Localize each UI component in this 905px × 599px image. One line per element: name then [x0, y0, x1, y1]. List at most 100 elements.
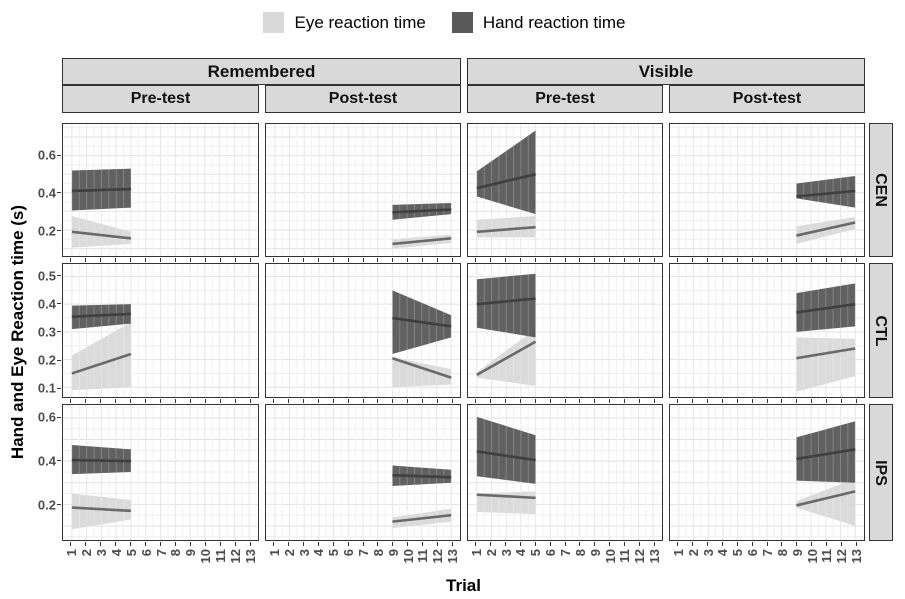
x-tick-mark — [303, 542, 305, 546]
x-tick-mark — [85, 542, 87, 546]
x-tick-mark — [332, 542, 334, 546]
x-tick-mark — [534, 258, 536, 262]
panel-ctl-visible-pre-test — [467, 263, 663, 398]
x-tick-label: 8 — [572, 549, 588, 557]
x-tick-mark — [505, 258, 507, 262]
x-tick-mark — [609, 258, 611, 262]
x-tick-mark — [564, 542, 566, 546]
x-tick-label: 11 — [819, 549, 835, 563]
x-tick-mark — [564, 258, 566, 262]
x-tick-mark — [677, 542, 679, 546]
y-tick-label: 0.2 — [37, 497, 56, 513]
x-tick-label: 5 — [123, 549, 139, 557]
x-tick-mark — [189, 542, 191, 546]
x-tick-label: 6 — [543, 549, 559, 557]
y-tick-mark — [57, 303, 61, 305]
x-tick-label: 5 — [528, 549, 544, 557]
x-tick-label: 4 — [513, 549, 529, 557]
x-tick-label: 8 — [168, 549, 184, 557]
x-tick-label: 8 — [370, 549, 386, 557]
y-tick-label: 0.2 — [37, 223, 56, 239]
x-tick-label: 7 — [153, 549, 169, 557]
x-tick-mark — [145, 542, 147, 546]
x-tick-mark — [811, 258, 813, 262]
x-tick-mark — [249, 542, 251, 546]
x-tick-mark — [721, 258, 723, 262]
y-tick-mark — [57, 504, 61, 506]
x-tick-mark — [130, 542, 132, 546]
x-tick-mark — [623, 258, 625, 262]
facet-strip-remembered: Remembered — [62, 58, 461, 85]
x-tick-mark — [796, 399, 798, 403]
y-tick-mark — [57, 416, 61, 418]
x-tick-label: 6 — [138, 549, 154, 557]
x-tick-mark — [736, 542, 738, 546]
x-tick-mark — [677, 399, 679, 403]
x-tick-mark — [609, 399, 611, 403]
y-tick-label: 0.1 — [37, 380, 56, 396]
x-tick-mark — [451, 399, 453, 403]
y-tick-mark — [57, 359, 61, 361]
x-tick-mark — [407, 258, 409, 262]
x-tick-mark — [204, 258, 206, 262]
x-tick-mark — [653, 399, 655, 403]
x-tick-mark — [855, 542, 857, 546]
x-tick-mark — [160, 399, 161, 403]
x-tick-mark — [234, 258, 236, 262]
x-tick-mark — [145, 258, 147, 262]
x-tick-mark — [811, 542, 813, 546]
panel-cen-visible-pre-test — [467, 123, 663, 257]
facet-strip-row-ips — [869, 404, 893, 541]
legend-label-eye: Eye reaction time — [294, 12, 426, 32]
y-tick-label: 0.3 — [37, 324, 56, 340]
y-tick-label: 0.2 — [37, 352, 56, 368]
panel-ips-visible-post-test — [669, 404, 865, 541]
x-tick-mark — [751, 258, 753, 262]
x-tick-mark — [519, 542, 521, 546]
y-tick-mark — [57, 154, 61, 156]
x-tick-mark — [407, 542, 409, 546]
x-tick-label: 1 — [468, 549, 484, 557]
x-tick-mark — [796, 258, 798, 262]
legend: Eye reaction time Hand reaction time — [0, 12, 905, 33]
x-tick-mark — [519, 258, 521, 262]
x-tick-mark — [160, 258, 161, 262]
x-tick-mark — [436, 399, 438, 403]
y-tick-mark — [57, 230, 61, 232]
x-tick-mark — [475, 399, 477, 403]
x-tick-mark — [519, 399, 521, 403]
y-tick-label: 0.4 — [37, 453, 56, 469]
x-tick-mark — [392, 542, 394, 546]
x-tick-label: 1 — [266, 549, 282, 557]
row-strip-label-cen: CEN — [872, 173, 889, 207]
x-tick-mark — [145, 399, 147, 403]
x-tick-mark — [421, 399, 423, 403]
x-tick-mark — [594, 258, 596, 262]
x-tick-mark — [840, 258, 842, 262]
x-tick-mark — [85, 399, 87, 403]
x-tick-label: 11 — [213, 549, 229, 563]
x-tick-mark — [219, 542, 221, 546]
x-tick-mark — [234, 542, 236, 546]
x-tick-mark — [347, 542, 349, 546]
x-tick-label: 7 — [356, 549, 371, 557]
x-tick-mark — [766, 258, 768, 262]
x-tick-label: 7 — [558, 549, 573, 557]
x-tick-label: 9 — [789, 549, 805, 557]
x-tick-mark — [130, 258, 132, 262]
x-tick-mark — [392, 258, 394, 262]
panel-cen-remembered-post-test — [265, 123, 461, 257]
y-tick-label: 0.4 — [37, 185, 56, 201]
x-tick-label: 6 — [341, 549, 357, 557]
x-tick-mark — [564, 399, 566, 403]
row-strip-label-ips: IPS — [872, 459, 889, 486]
x-tick-mark — [130, 399, 132, 403]
x-tick-mark — [451, 258, 453, 262]
x-tick-mark — [796, 542, 798, 546]
x-tick-mark — [174, 399, 176, 403]
x-tick-mark — [317, 399, 319, 403]
x-tick-label: 1 — [670, 549, 686, 557]
facet-strip-row-cen — [869, 123, 893, 257]
x-tick-mark — [174, 542, 176, 546]
x-tick-mark — [407, 399, 409, 403]
